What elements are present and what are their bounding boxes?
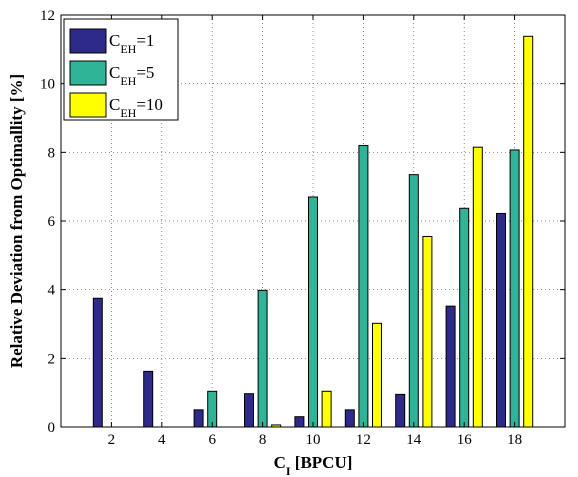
bar-eh1-6 bbox=[193, 409, 204, 428]
x-tick-label: 10 bbox=[306, 432, 321, 448]
bar-eh1-12 bbox=[344, 409, 355, 428]
bar-eh5-14 bbox=[408, 174, 419, 428]
bar-eh1-18 bbox=[496, 212, 506, 428]
legend-label: CEH=1 bbox=[109, 31, 154, 56]
legend-swatch bbox=[69, 60, 107, 86]
x-tick-label: 8 bbox=[259, 432, 267, 448]
bar-eh1-14 bbox=[395, 393, 406, 428]
bar-eh10-10 bbox=[321, 390, 332, 428]
axis-ticks: 0 2 4 6 8 10 12 2 4 6 8 10 12 14 16 18 bbox=[40, 8, 565, 448]
x-tick-label: 4 bbox=[158, 432, 166, 448]
bar-eh5-18 bbox=[509, 149, 520, 428]
legend-swatch bbox=[69, 92, 107, 118]
bar-eh1-2 bbox=[92, 297, 103, 428]
bar-eh10-14 bbox=[422, 235, 433, 428]
x-axis-label: CI [BPCU] bbox=[274, 453, 353, 477]
legend-label: CEH=10 bbox=[109, 95, 163, 120]
bar-eh10-12 bbox=[372, 322, 382, 428]
x-tick-label: 14 bbox=[406, 432, 422, 448]
x-tick-label: 2 bbox=[108, 432, 116, 448]
bar-eh5-10 bbox=[308, 196, 318, 428]
bar-eh1-16 bbox=[445, 305, 456, 428]
y-tick-label: 2 bbox=[48, 351, 56, 367]
y-tick-label: 0 bbox=[48, 420, 56, 436]
x-tick-label: 12 bbox=[356, 432, 371, 448]
bar-eh5-12 bbox=[358, 144, 369, 428]
legend-swatch bbox=[69, 28, 107, 54]
y-tick-label: 4 bbox=[48, 283, 56, 299]
bar-eh1-8 bbox=[244, 393, 254, 428]
legend-label-tail: =5 bbox=[136, 63, 154, 82]
legend-label: CEH=5 bbox=[109, 63, 154, 88]
bar-eh5-6 bbox=[207, 390, 218, 428]
legend-label-sub: EH bbox=[120, 42, 136, 56]
x-axis-label-sub: I bbox=[286, 464, 291, 477]
legend-label-sub: EH bbox=[120, 74, 136, 88]
x-tick-label: 6 bbox=[208, 432, 216, 448]
x-tick-label: 18 bbox=[507, 432, 522, 448]
x-axis-label-main: C bbox=[274, 453, 286, 472]
y-axis-label: Relative Deviation from Optimallity [%] bbox=[7, 74, 26, 368]
legend-label-main: C bbox=[109, 31, 120, 50]
legend-label-main: C bbox=[109, 95, 120, 114]
legend-label-tail: =1 bbox=[136, 31, 154, 50]
x-axis-label-tail: [BPCU] bbox=[291, 453, 353, 472]
x-tick-label: 16 bbox=[457, 432, 473, 448]
y-tick-label: 6 bbox=[48, 214, 56, 230]
y-tick-label: 12 bbox=[40, 8, 55, 24]
legend-label-sub: EH bbox=[120, 106, 136, 120]
bar-eh5-8 bbox=[257, 289, 268, 428]
legend-label-tail: =10 bbox=[136, 95, 163, 114]
legend-label-main: C bbox=[109, 63, 120, 82]
y-tick-label: 10 bbox=[40, 77, 55, 93]
y-tick-label: 8 bbox=[48, 145, 56, 161]
bar-eh10-16 bbox=[472, 146, 483, 428]
bar-eh5-16 bbox=[459, 207, 470, 428]
bar-eh1-4 bbox=[143, 370, 154, 428]
bar-eh10-18 bbox=[523, 35, 534, 428]
bar-eh1-10 bbox=[294, 416, 305, 428]
